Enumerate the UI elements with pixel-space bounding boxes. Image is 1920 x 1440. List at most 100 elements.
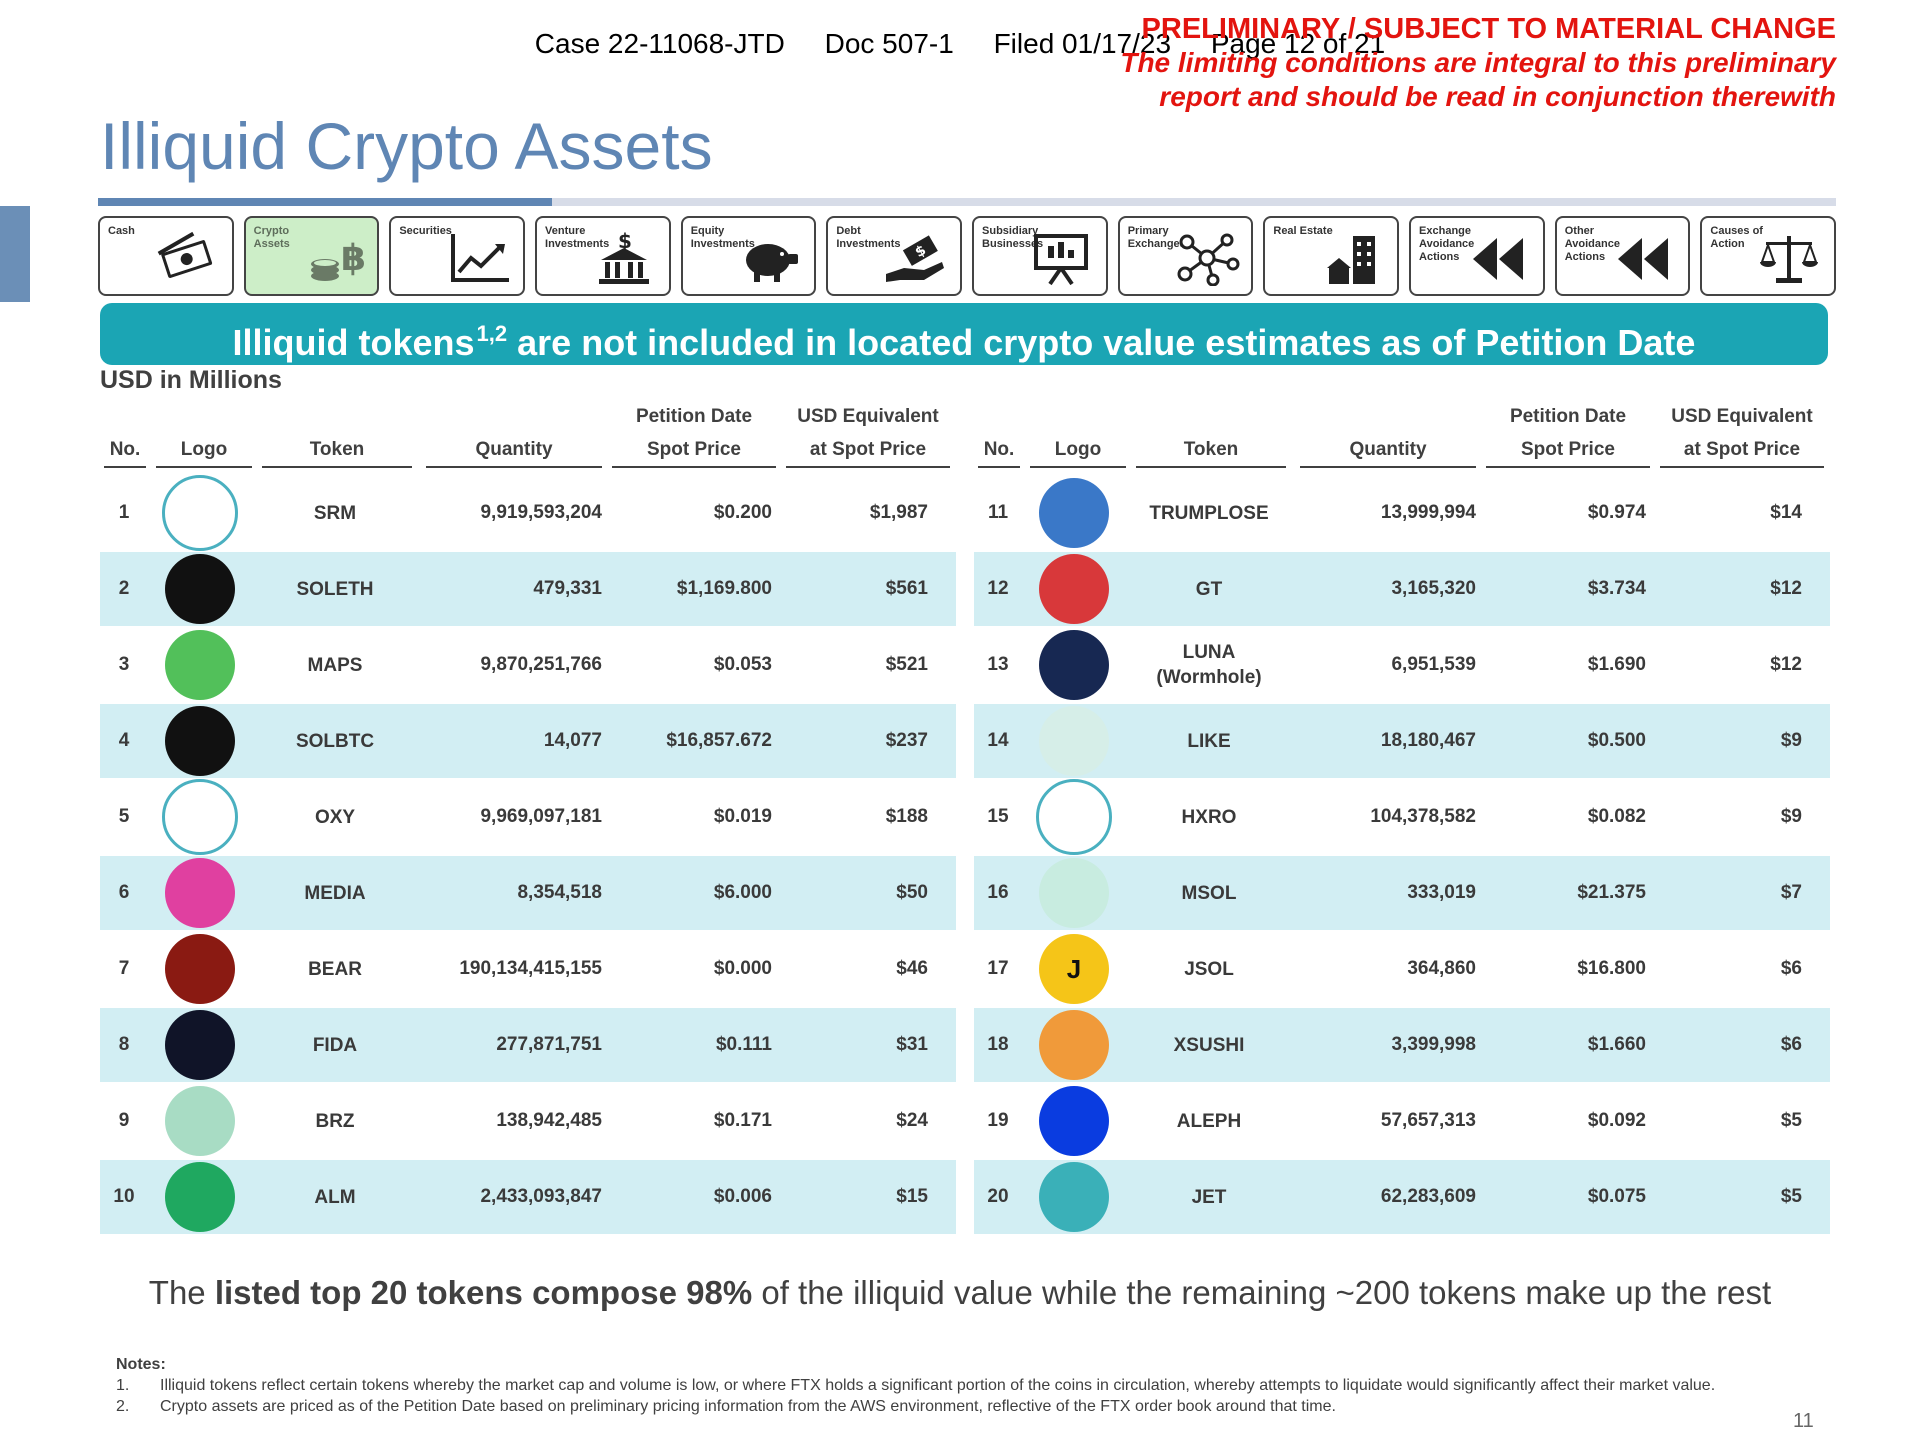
- token-logo-icon: [1039, 858, 1109, 928]
- case-number: Case 22-11068-JTD: [534, 28, 785, 59]
- token-spot-price: $0.053: [713, 654, 772, 675]
- nav-card-equity-investments[interactable]: Equity Investments: [680, 216, 817, 296]
- table-row: 7 BEAR 190,134,415,155 $0.000 $46: [100, 932, 956, 1006]
- nav-label: Debt Investments: [836, 225, 901, 250]
- col-usd-l2: at Spot Price: [786, 433, 950, 468]
- col-quantity: Quantity: [1300, 433, 1476, 468]
- token-logo-icon: [1039, 554, 1109, 624]
- table-row: 15 HXRO 104,378,582 $0.082 $9: [974, 779, 1830, 855]
- page-number: 11: [1793, 1410, 1814, 1432]
- table-row: 6 MEDIA 8,354,518 $6.000 $50: [100, 856, 956, 930]
- summary-a: The: [148, 1274, 215, 1311]
- token-spot-price: $16.800: [1577, 958, 1646, 979]
- token-name: JSOL: [1184, 958, 1234, 980]
- token-table-left: No. Logo Token Quantity Petition Date Spo…: [100, 400, 956, 1234]
- token-usd-value: $237: [885, 730, 928, 751]
- rewind-icon: [1472, 238, 1523, 280]
- table-row: 20 JET 62,283,609 $0.075 $5: [974, 1160, 1830, 1234]
- token-spot-price: $0.092: [1587, 1110, 1646, 1131]
- row-number: 19: [987, 1110, 1009, 1131]
- row-number: 4: [118, 730, 130, 751]
- nav-label: Other Avoidance Actions: [1564, 225, 1620, 263]
- note-item: 2. Crypto assets are priced as of the Pet…: [116, 1396, 1816, 1417]
- col-token: Token: [1136, 433, 1286, 468]
- nav-card-venture-investments[interactable]: Venture Investments $: [535, 216, 671, 296]
- note-number: 2.: [116, 1398, 130, 1415]
- nav-card-crypto-assets[interactable]: Crypto Assets ฿: [243, 216, 380, 296]
- disclaimer-line-3: report and should be read in conjunction…: [1159, 81, 1836, 112]
- token-name: MSOL: [1181, 882, 1237, 904]
- col-token: Token: [262, 433, 412, 468]
- court-header: Case 22-11068-JTD Doc 507-1 Filed 01/17/…: [0, 28, 1920, 60]
- summary-c: of the illiquid value while the remainin…: [752, 1274, 1772, 1311]
- token-name: SOLETH: [296, 578, 374, 600]
- token-spot-price: $0.082: [1587, 806, 1646, 827]
- col-logo: Logo: [1030, 433, 1126, 468]
- col-usd-l1: USD Equivalent: [1671, 406, 1813, 427]
- row-number: 11: [987, 502, 1009, 523]
- token-logo-icon: [165, 1162, 235, 1232]
- token-logo-icon: [165, 554, 235, 624]
- col-spot-l1: Petition Date: [635, 406, 753, 427]
- token-usd-value: $15: [896, 1186, 928, 1207]
- token-logo-glyph: J: [1066, 953, 1082, 984]
- nav-card-debt-investments[interactable]: Debt Investments $: [826, 216, 963, 296]
- nav-card-causes-of-action[interactable]: Causes of Action: [1700, 216, 1837, 296]
- token-spot-price: $1,169.800: [676, 578, 772, 599]
- table-row: 11 TRUMPLOSE 13,999,994 $0.974 $14: [974, 476, 1830, 550]
- row-number: 13: [987, 654, 1009, 675]
- token-spot-price: $0.000: [713, 958, 772, 979]
- token-logo-icon: [1039, 706, 1109, 776]
- nav-card-securities[interactable]: Securities: [389, 216, 526, 296]
- nav-card-exchange-avoidance-actions[interactable]: Exchange Avoidance Actions: [1409, 216, 1545, 296]
- nav-card-primary-exchanges[interactable]: Primary Exchanges: [1117, 216, 1254, 296]
- token-logo-icon: [1039, 1162, 1109, 1232]
- network-icon: [1177, 233, 1240, 286]
- token-quantity: 9,870,251,766: [480, 654, 602, 675]
- token-name: SRM: [313, 502, 357, 524]
- nav-card-other-avoidance-actions[interactable]: Other Avoidance Actions: [1554, 216, 1691, 296]
- token-logo-icon: [165, 858, 235, 928]
- token-quantity: 277,871,751: [496, 1034, 602, 1055]
- nav-label: Cash: [108, 225, 135, 237]
- row-number: 15: [987, 806, 1009, 827]
- token-usd-value: $188: [885, 806, 928, 827]
- token-name: BRZ: [315, 1110, 355, 1132]
- col-no: No.: [978, 433, 1020, 468]
- token-spot-price: $0.200: [713, 502, 772, 523]
- note-text: Crypto assets are priced as of the Petit…: [160, 1398, 1336, 1415]
- token-name-line-1: LUNA: [1182, 642, 1236, 663]
- row-number: 7: [118, 958, 130, 979]
- token-spot-price: $6.000: [713, 882, 772, 903]
- token-usd-value: $6: [1780, 1034, 1802, 1055]
- table-row: 16 MSOL 333,019 $21.375 $7: [974, 856, 1830, 930]
- nav-card-real-estate[interactable]: Real Estate: [1263, 216, 1400, 296]
- token-usd-value: $7: [1780, 882, 1802, 903]
- token-spot-price: $0.500: [1587, 730, 1646, 751]
- token-name: LIKE: [1187, 730, 1231, 752]
- line-chart-icon: [451, 234, 510, 282]
- nav-card-cash[interactable]: Cash: [98, 216, 234, 296]
- nav-label: Primary Exchanges: [1127, 225, 1186, 250]
- token-name: FIDA: [312, 1034, 358, 1056]
- nav-card-subsidiary-businesses[interactable]: Subsidiary Businesses: [972, 216, 1108, 296]
- token-name: MAPS: [307, 654, 363, 676]
- token-logo-icon: [165, 1010, 235, 1080]
- token-quantity: 479,331: [533, 578, 602, 599]
- col-spot-l1: Petition Date: [1509, 406, 1627, 427]
- row-number: 3: [118, 654, 130, 675]
- token-quantity: 6,951,539: [1391, 654, 1476, 675]
- banner-text-b: are not included in located crypto value…: [507, 322, 1696, 363]
- token-spot-price: $0.019: [713, 806, 772, 827]
- token-logo-icon: [165, 630, 235, 700]
- token-spot-price: $21.375: [1577, 882, 1646, 903]
- cash-icon: [157, 231, 212, 278]
- rewind-icon: [1618, 238, 1669, 280]
- row-number: 1: [118, 502, 130, 523]
- table-row: 3 MAPS 9,870,251,766 $0.053 $521: [100, 628, 956, 702]
- token-name: ALEPH: [1176, 1110, 1242, 1132]
- banner-footnote-ref: 1,2: [476, 321, 508, 346]
- nav-label: Venture Investments: [545, 225, 610, 250]
- side-tab: [0, 206, 30, 302]
- token-name: GT: [1195, 578, 1223, 600]
